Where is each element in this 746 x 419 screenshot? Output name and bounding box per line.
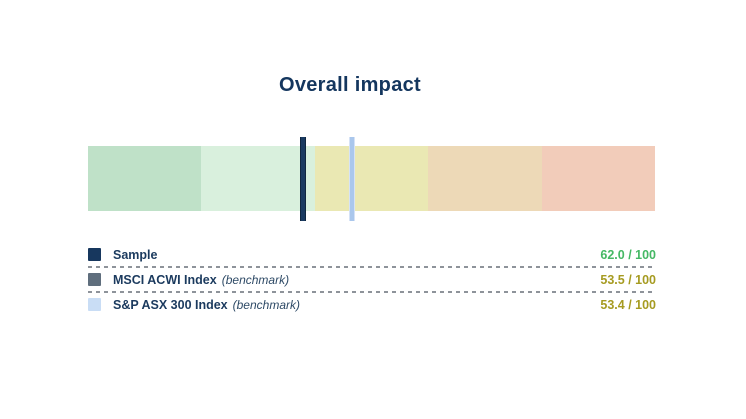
legend-label: MSCI ACWI Index [113,272,217,287]
dashed-divider [88,266,656,268]
impact-scale-bar [88,146,655,211]
page-title: Overall impact [278,74,422,96]
scale-segment-band-100-80 [88,146,202,211]
sp-asx-300-swatch [88,298,101,311]
sample-score: 62.0 / 100 [600,247,656,262]
scale-segment-band-40-20 [428,146,542,211]
sample-swatch [88,248,101,261]
scale-segment-band-80-60 [201,146,315,211]
legend-label: S&P ASX 300 Index [113,297,228,312]
impact-scale [88,137,655,221]
legend-row-sample: Sample 62.0 / 100 [88,244,656,265]
legend-row-msci-acwi: MSCI ACWI Index (benchmark) 53.5 / 100 [88,269,656,290]
msci-acwi-score: 53.5 / 100 [600,272,656,287]
legend-row-sp-asx-300: S&P ASX 300 Index (benchmark) 53.4 / 100 [88,294,656,315]
sp-asx-300-score: 53.4 / 100 [600,297,656,312]
legend: Sample 62.0 / 100 MSCI ACWI Index (bench… [88,244,656,315]
scale-segment-band-20-0 [541,146,655,211]
sample-marker [300,137,307,221]
dashed-divider [88,291,656,293]
legend-suffix: (benchmark) [232,297,300,312]
scale-segment-band-60-40 [314,146,429,211]
msci-acwi-swatch [88,273,101,286]
sp-asx-300-benchmark-marker [349,137,356,221]
legend-label: Sample [113,247,158,262]
legend-suffix: (benchmark) [221,272,290,287]
